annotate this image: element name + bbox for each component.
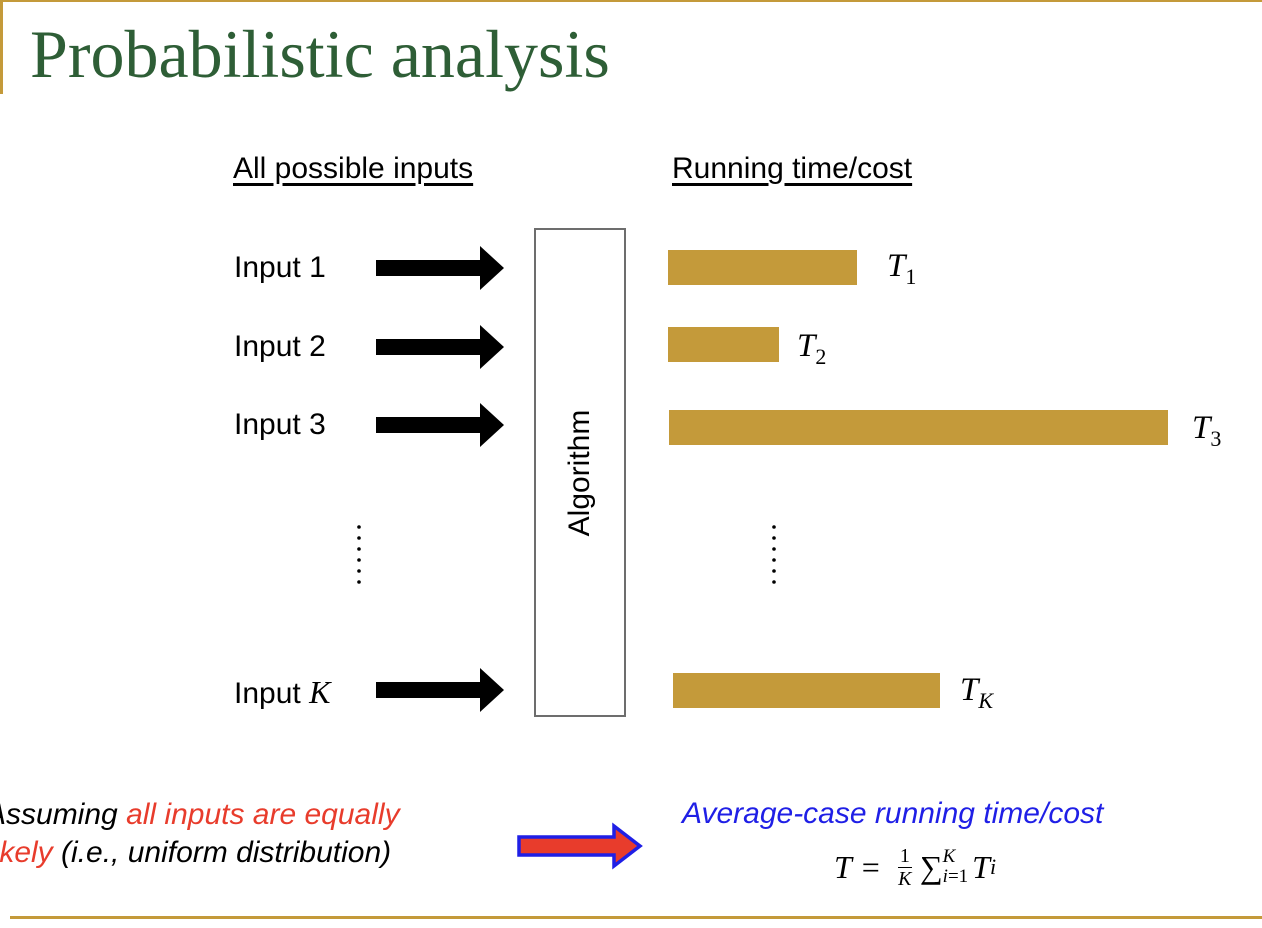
time-label-2: T2: [797, 328, 827, 369]
running-time-bar-1: [668, 250, 857, 285]
running-time-bar-3: [669, 410, 1168, 445]
title-accent-mark: [0, 2, 3, 94]
input-index: 1: [309, 251, 326, 284]
input-index: 3: [309, 408, 326, 441]
input-label-k: Input K: [234, 674, 331, 710]
inputs-ellipsis-icon: [357, 525, 361, 584]
time-label-k: TK: [960, 672, 994, 713]
running-time-bar-k: [673, 673, 940, 708]
time-label-1: T1: [887, 248, 917, 289]
input-arrow-2: [376, 325, 504, 369]
input-index: K: [309, 674, 331, 710]
sum-limits: K i=1: [942, 846, 969, 887]
time-label-3: T3: [1192, 410, 1222, 451]
input-arrow-3: [376, 403, 504, 447]
fraction: 1 K: [897, 844, 912, 890]
input-arrow-1: [376, 246, 504, 290]
average-case-title: Average-case running time/cost: [682, 797, 1104, 830]
algorithm-label: Algorithm: [563, 409, 596, 536]
running-time-bar-2: [668, 327, 779, 362]
implies-arrow-icon: [517, 822, 643, 870]
assumption-text: Assuming all inputs are equallylikely (i…: [0, 796, 486, 872]
highlight-equally: all inputs are equally: [126, 798, 400, 831]
running-ellipsis-icon: [772, 525, 776, 584]
bottom-rule: [10, 916, 1262, 919]
input-label-1: Input 1: [234, 251, 326, 284]
input-arrow-k: [376, 668, 504, 712]
slide-title: Probabilistic analysis: [30, 16, 610, 92]
input-label-2: Input 2: [234, 330, 326, 363]
running-time-heading: Running time/cost: [672, 152, 913, 185]
input-label-3: Input 3: [234, 408, 326, 441]
sum-symbol: ∑: [919, 848, 943, 885]
top-rule: [0, 0, 1262, 2]
input-index: 2: [309, 330, 326, 363]
algorithm-box: Algorithm: [534, 228, 626, 717]
highlight-likely: likely: [0, 836, 53, 869]
inputs-heading: All possible inputs: [233, 152, 474, 185]
